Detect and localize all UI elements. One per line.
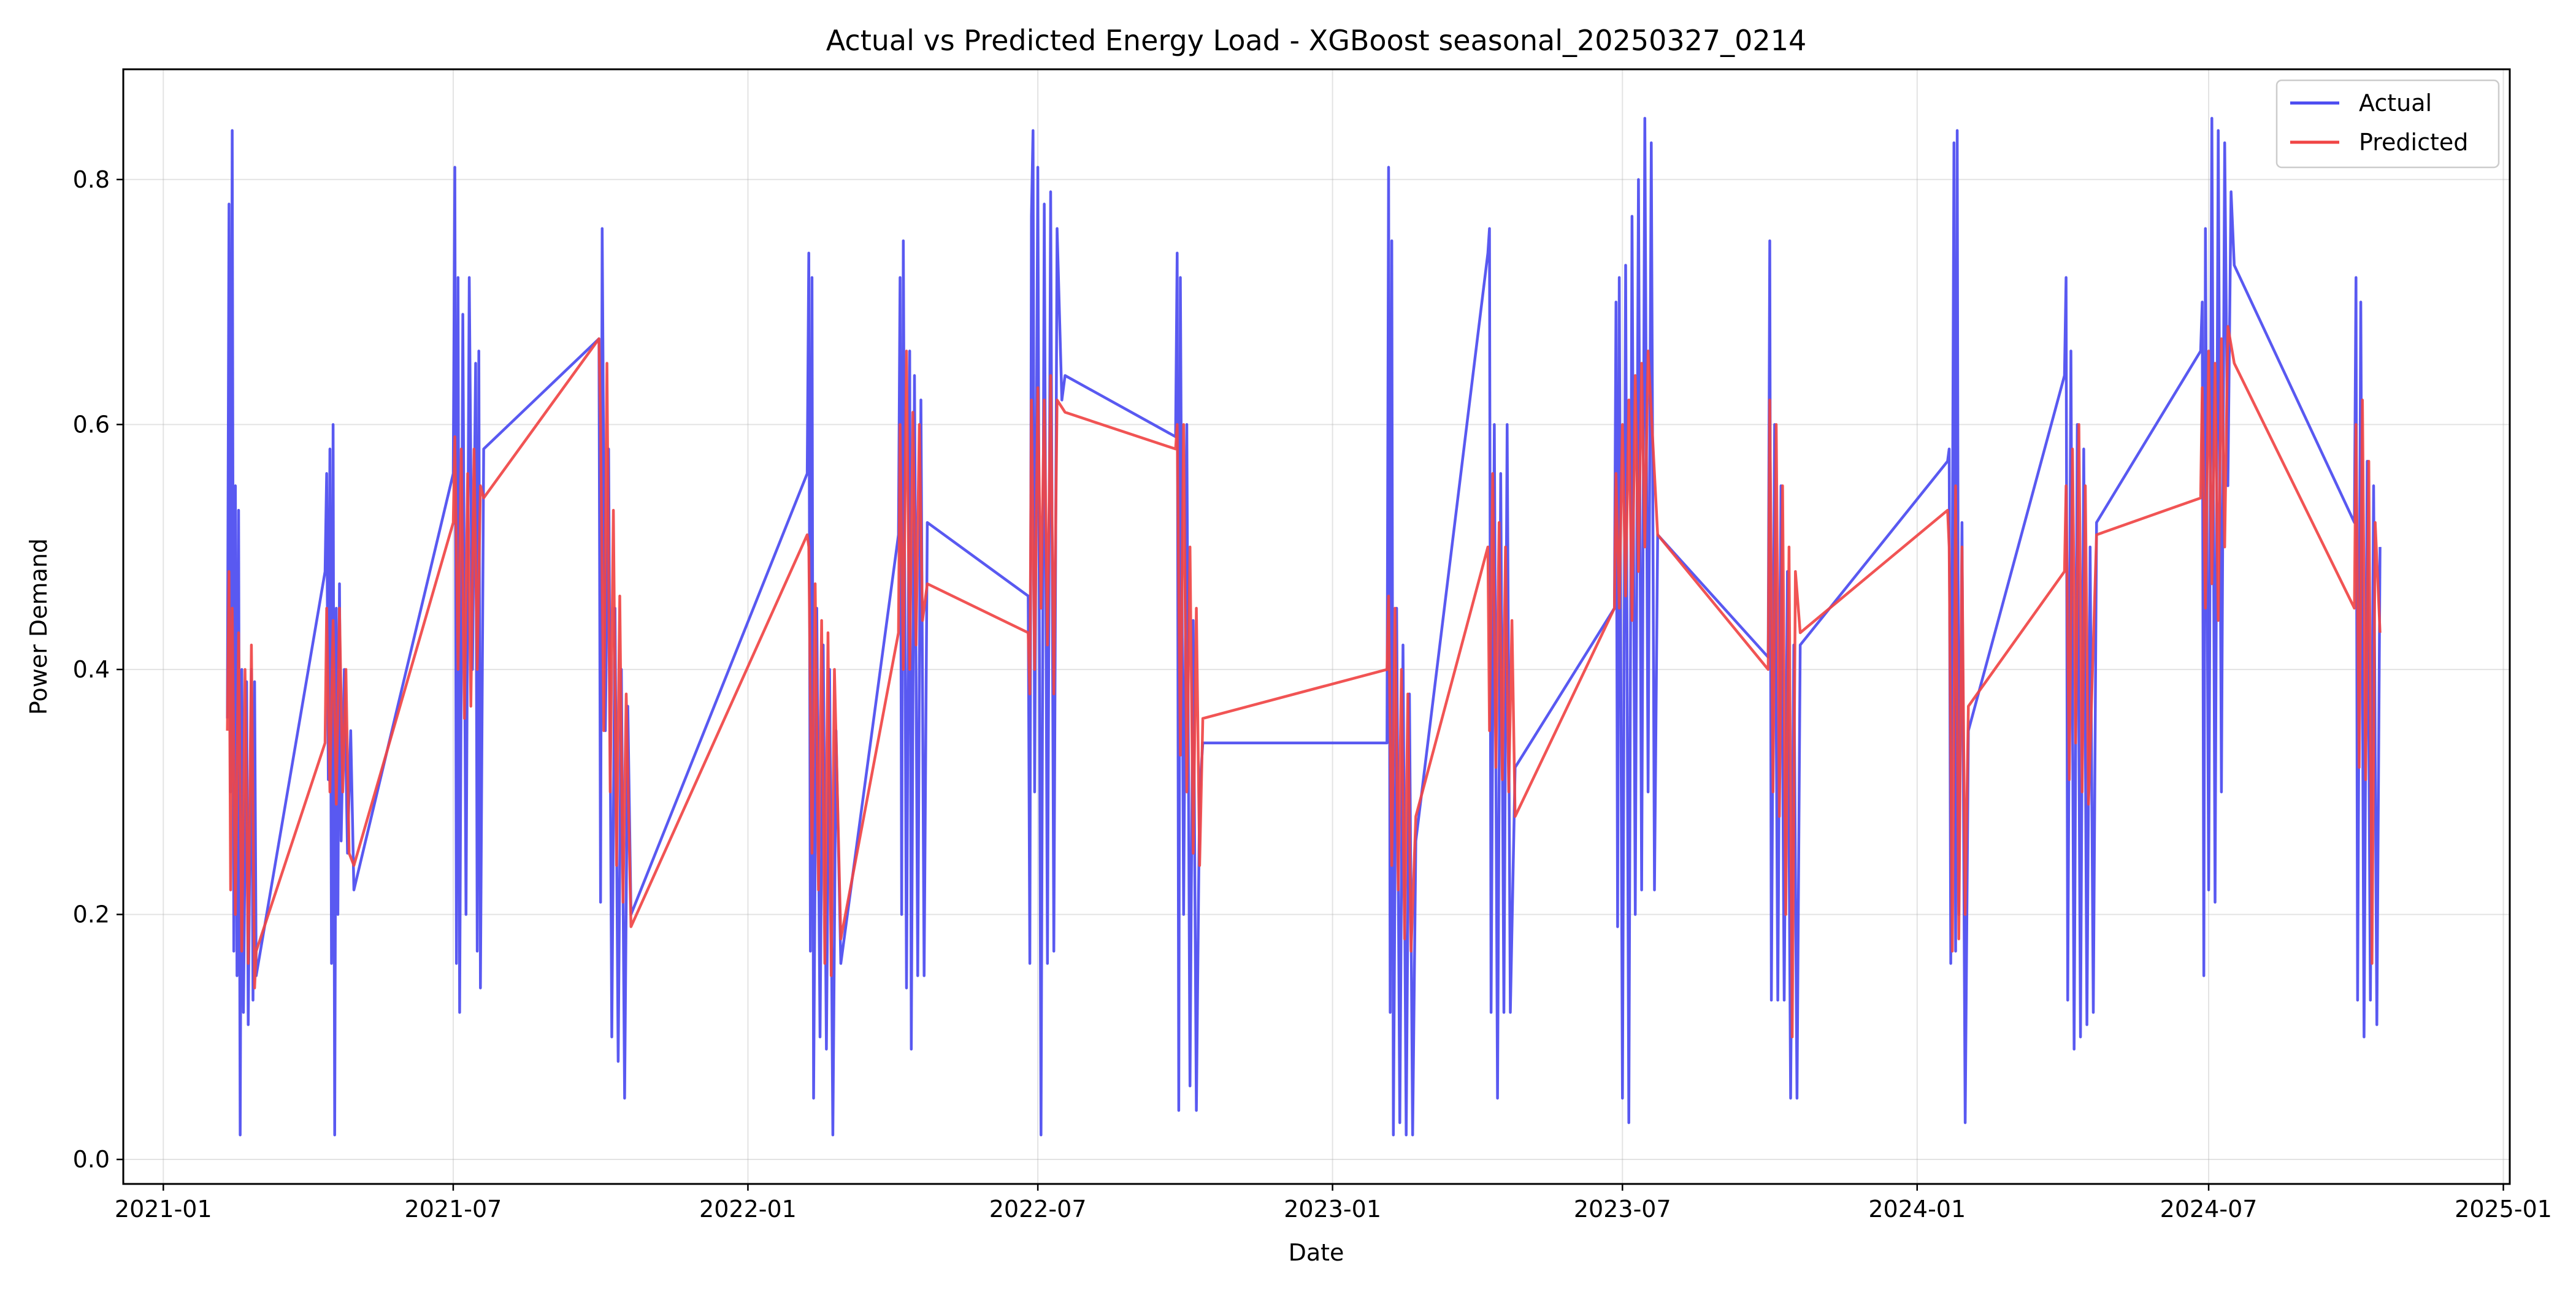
x-tick-label: 2023-01 bbox=[1284, 1196, 1381, 1223]
x-tick-label: 2024-07 bbox=[2160, 1196, 2258, 1223]
x-axis-label: Date bbox=[1289, 1239, 1344, 1266]
x-tick-label: 2021-01 bbox=[115, 1196, 212, 1223]
x-tick-label: 2023-07 bbox=[1574, 1196, 1671, 1223]
series-line-actual bbox=[226, 116, 2382, 1137]
y-tick-label: 0.6 bbox=[73, 411, 110, 438]
y-axis: 0.0 0.2 0.4 0.6 0.8 bbox=[73, 166, 123, 1173]
series-layer bbox=[226, 116, 2382, 1137]
grid bbox=[123, 69, 2510, 1184]
legend: Actual Predicted bbox=[2275, 79, 2500, 169]
plot-area-frame bbox=[122, 68, 2511, 1185]
y-tick-label: 0.4 bbox=[73, 656, 110, 683]
y-tick-label: 0.8 bbox=[73, 166, 110, 193]
y-axis-label: Power Demand bbox=[25, 538, 52, 715]
legend-label-predicted: Predicted bbox=[2359, 129, 2468, 156]
x-axis: 2021-01 2021-07 2022-01 2022-07 2023-01 2023-… bbox=[115, 1184, 2552, 1223]
y-tick-label: 0.0 bbox=[73, 1146, 110, 1173]
chart-title: Actual vs Predicted Energy Load - XGBoos… bbox=[826, 24, 1806, 57]
x-tick-label: 2022-01 bbox=[699, 1196, 797, 1223]
series-line-predicted bbox=[226, 325, 2382, 1039]
legend-label-actual: Actual bbox=[2359, 90, 2432, 116]
x-tick-label: 2021-07 bbox=[405, 1196, 502, 1223]
x-tick-label: 2025-01 bbox=[2455, 1196, 2552, 1223]
x-tick-label: 2022-07 bbox=[989, 1196, 1087, 1223]
x-tick-label: 2024-01 bbox=[1868, 1196, 1966, 1223]
y-tick-label: 0.2 bbox=[73, 901, 110, 928]
